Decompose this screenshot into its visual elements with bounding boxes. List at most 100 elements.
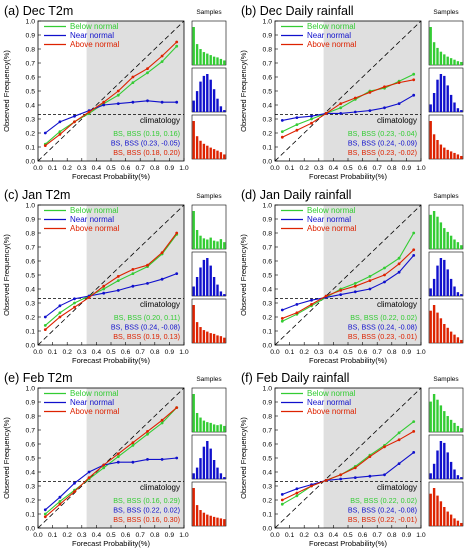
samples-bar bbox=[439, 441, 443, 479]
samples-bar bbox=[449, 151, 453, 159]
data-point bbox=[87, 470, 91, 474]
x-tick-label: 1.0 bbox=[416, 532, 426, 539]
data-point bbox=[353, 284, 357, 288]
samples-bar bbox=[195, 91, 199, 112]
panel-title: (f) Feb Daily rainfall bbox=[241, 371, 349, 385]
samples-bar bbox=[209, 333, 212, 343]
x-tick-label: 0.8 bbox=[387, 165, 397, 172]
samples-bar bbox=[219, 424, 223, 432]
x-axis-label: Forecast Probability(%) bbox=[309, 172, 387, 181]
data-point bbox=[280, 308, 284, 312]
samples-bar bbox=[460, 245, 463, 249]
data-point bbox=[102, 463, 106, 467]
samples-bar bbox=[212, 516, 216, 526]
samples-bar bbox=[209, 265, 212, 296]
data-point bbox=[146, 99, 149, 103]
samples-bar bbox=[216, 57, 219, 65]
samples-bar bbox=[206, 74, 209, 112]
samples-bar bbox=[432, 305, 436, 343]
score-text: BS, BSS (0.18, 0.20) bbox=[113, 148, 180, 157]
series-line-near-normal bbox=[282, 451, 415, 495]
x-tick-label: 1.0 bbox=[416, 165, 426, 172]
data-point bbox=[160, 60, 164, 63]
y-tick-label: 0.3 bbox=[263, 117, 273, 124]
y-tick-label: 0.6 bbox=[263, 442, 273, 449]
data-point bbox=[160, 421, 164, 425]
data-point bbox=[368, 287, 372, 291]
y-tick-label: 0.4 bbox=[263, 103, 273, 110]
data-point bbox=[280, 135, 284, 139]
y-tick-label: 0.8 bbox=[26, 47, 36, 54]
legend-entry: Below normal bbox=[307, 22, 356, 31]
data-point bbox=[368, 279, 372, 282]
x-tick-label: 0.2 bbox=[62, 165, 72, 172]
x-tick-label: 0.1 bbox=[48, 349, 58, 356]
samples-bar bbox=[192, 305, 195, 343]
samples-bar bbox=[429, 473, 432, 479]
samples-bar bbox=[443, 147, 446, 159]
x-axis-label: Forecast Probability(%) bbox=[309, 539, 387, 548]
samples-title: Samples bbox=[433, 193, 459, 200]
series-line-above-normal bbox=[44, 41, 178, 147]
legend-entry: Above normal bbox=[307, 40, 357, 49]
y-tick-label: 0.5 bbox=[26, 456, 36, 463]
x-tick-label: 0.7 bbox=[135, 532, 145, 539]
samples-bar bbox=[460, 61, 463, 65]
series-line-below-normal bbox=[282, 421, 415, 505]
samples-bar bbox=[195, 230, 199, 249]
samples-bar bbox=[456, 425, 460, 432]
samples-bar bbox=[432, 42, 436, 65]
samples-bar bbox=[436, 495, 439, 526]
panel-title: (c) Jan T2m bbox=[4, 188, 70, 202]
data-point bbox=[412, 420, 416, 423]
score-text: BS, BSS (0.19, 0.13) bbox=[113, 332, 180, 341]
x-tick-label: 0.1 bbox=[285, 349, 295, 356]
samples-bar bbox=[446, 85, 449, 112]
data-point bbox=[131, 100, 135, 104]
data-point bbox=[160, 251, 164, 254]
samples-bar bbox=[436, 47, 439, 65]
data-point bbox=[295, 494, 299, 498]
samples-bar bbox=[223, 425, 226, 432]
y-tick-label: 0.0 bbox=[263, 526, 273, 533]
panel-title: (b) Dec Daily rainfall bbox=[241, 4, 354, 18]
samples-bar bbox=[202, 259, 206, 296]
samples-bar bbox=[202, 420, 206, 432]
data-point bbox=[58, 502, 62, 506]
x-tick-label: 0.5 bbox=[106, 165, 116, 172]
samples-bar bbox=[429, 121, 432, 159]
data-point bbox=[412, 254, 416, 257]
samples-bar bbox=[212, 149, 216, 159]
samples-bar bbox=[453, 102, 456, 112]
series-line-below-normal bbox=[44, 407, 178, 515]
data-point bbox=[397, 431, 401, 435]
y-tick-label: 0.9 bbox=[26, 400, 36, 407]
data-point bbox=[339, 102, 343, 105]
samples-bar bbox=[195, 277, 199, 296]
data-point bbox=[146, 430, 149, 433]
samples-bar bbox=[456, 61, 460, 65]
data-point bbox=[58, 500, 62, 503]
score-text: BS, BSS (0.24, -0.09) bbox=[348, 139, 417, 148]
series-line-near-normal bbox=[282, 94, 414, 121]
y-tick-label: 0.4 bbox=[263, 287, 273, 294]
data-point bbox=[339, 112, 343, 115]
samples-bar bbox=[436, 265, 439, 296]
samples-bar bbox=[460, 522, 463, 526]
x-axis-label: Forecast Probability(%) bbox=[72, 539, 150, 548]
data-point bbox=[175, 456, 179, 460]
series-line-near-normal bbox=[44, 100, 177, 134]
y-tick-label: 0.8 bbox=[263, 414, 273, 421]
x-tick-label: 0.8 bbox=[150, 349, 160, 356]
data-point bbox=[43, 515, 47, 519]
y-tick-label: 0.9 bbox=[263, 400, 273, 407]
perfect-reliability-line bbox=[274, 387, 422, 529]
data-point bbox=[102, 103, 106, 107]
samples-bar bbox=[443, 54, 446, 65]
y-tick-label: 0.8 bbox=[26, 414, 36, 421]
data-point bbox=[295, 491, 299, 495]
samples-bar bbox=[432, 93, 436, 112]
samples-bar bbox=[443, 228, 446, 249]
x-tick-label: 0.7 bbox=[372, 532, 382, 539]
x-tick-label: 0.7 bbox=[135, 349, 145, 356]
